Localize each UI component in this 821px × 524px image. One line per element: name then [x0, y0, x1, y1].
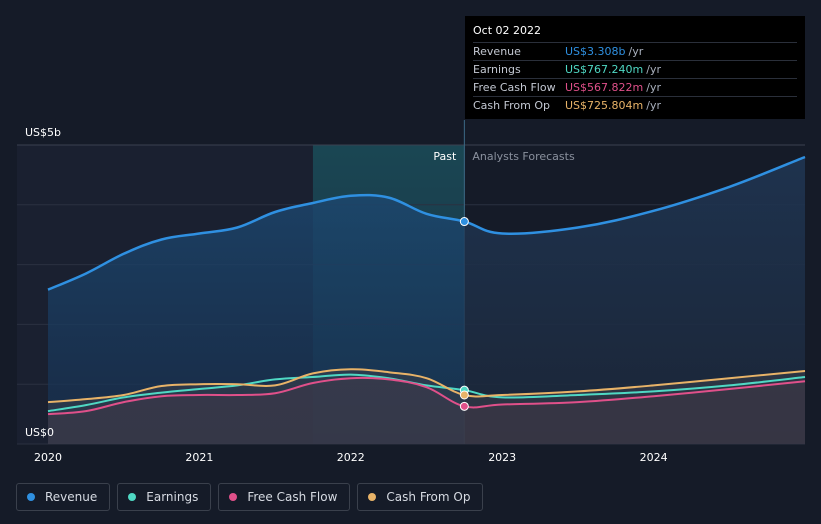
past-label: Past	[433, 150, 457, 163]
tooltip-label: Earnings	[473, 63, 521, 76]
x-tick-label: 2021	[185, 451, 213, 464]
tooltip-value: US$3.308b	[565, 45, 626, 58]
tooltip-row-free-cash-flow: Free Cash Flow US$567.822m /yr	[473, 78, 797, 96]
x-tick-label: 2024	[640, 451, 668, 464]
tooltip-value: US$725.804m	[565, 99, 644, 112]
forecast-label: Analysts Forecasts	[472, 150, 575, 163]
legend-dot-icon	[368, 493, 377, 501]
tooltip-label: Revenue	[473, 45, 521, 58]
tooltip-unit: /yr	[646, 81, 661, 94]
x-tick-label: 2022	[337, 451, 365, 464]
tooltip: Oct 02 2022 Revenue US$3.308b /yr Earnin…	[465, 16, 805, 119]
legend-dot-icon	[128, 493, 137, 501]
tooltip-unit: /yr	[646, 99, 661, 112]
tooltip-row-cash-from-op: Cash From Op US$725.804m /yr	[473, 96, 797, 114]
cash-from-op-area	[48, 369, 805, 444]
legend-dot-icon	[27, 493, 35, 501]
tooltip-value: US$767.240m	[565, 63, 644, 76]
y-axis-label-top: US$5b	[25, 126, 61, 139]
cash-from-op-marker	[459, 390, 469, 400]
tooltip-label: Cash From Op	[473, 99, 551, 112]
legend-label: Earnings	[146, 490, 199, 504]
legend-label: Revenue	[45, 490, 98, 504]
tooltip-row-revenue: Revenue US$3.308b /yr	[473, 42, 797, 60]
legend-item-cash-from-op[interactable]: Cash From Op	[357, 483, 484, 511]
legend: Revenue Earnings Free Cash Flow Cash Fro…	[16, 483, 484, 511]
cash-from-op-line	[47, 368, 806, 404]
free-cash-flow-line	[47, 376, 806, 416]
tooltip-unit: /yr	[646, 63, 661, 76]
earnings-line	[47, 373, 806, 413]
legend-item-revenue[interactable]: Revenue	[16, 483, 111, 511]
revenue-area-forecast	[464, 157, 805, 444]
tooltip-value: US$567.822m	[565, 81, 644, 94]
legend-dot-icon	[229, 493, 238, 501]
legend-item-earnings[interactable]: Earnings	[117, 483, 212, 511]
legend-item-free-cash-flow[interactable]: Free Cash Flow	[218, 483, 351, 511]
tooltip-row-earnings: Earnings US$767.240m /yr	[473, 60, 797, 78]
tooltip-unit: /yr	[628, 45, 644, 58]
y-axis-label-bottom: US$0	[25, 426, 54, 439]
tooltip-label: Free Cash Flow	[473, 81, 556, 94]
revenue-line	[47, 155, 806, 291]
legend-label: Free Cash Flow	[247, 490, 338, 504]
free-cash-flow-area	[48, 377, 805, 444]
legend-label: Cash From Op	[386, 490, 471, 504]
tooltip-date: Oct 02 2022	[473, 24, 542, 37]
x-tick-label: 2023	[488, 451, 516, 464]
revenue-marker	[459, 217, 469, 227]
x-tick-label: 2020	[34, 451, 62, 464]
free-cash-flow-marker	[459, 401, 469, 411]
